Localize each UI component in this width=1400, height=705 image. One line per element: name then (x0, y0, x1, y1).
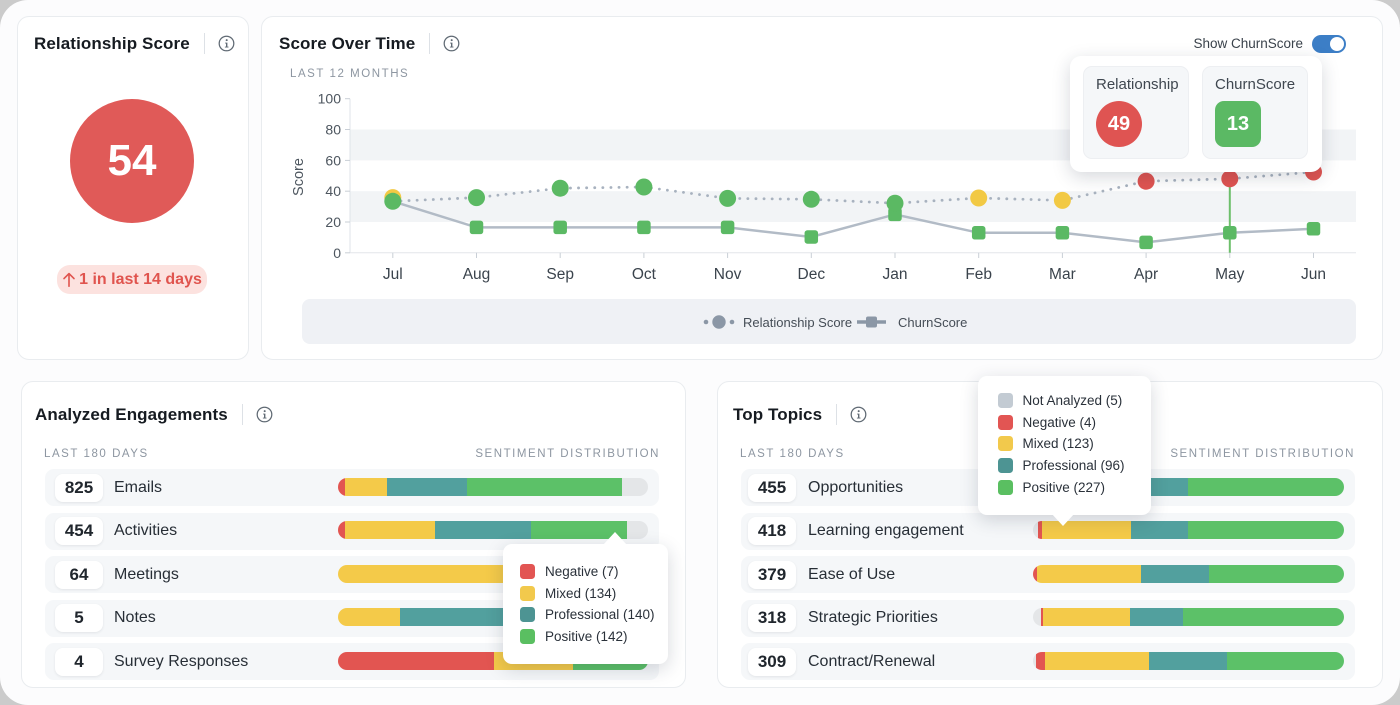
svg-text:Feb: Feb (965, 266, 992, 283)
svg-text:Dec: Dec (798, 266, 826, 283)
svg-text:Aug: Aug (463, 266, 491, 283)
svg-text:Apr: Apr (1134, 266, 1158, 283)
svg-text:0: 0 (333, 245, 341, 261)
svg-text:Jan: Jan (883, 266, 908, 283)
svg-text:Oct: Oct (632, 266, 657, 283)
svg-text:40: 40 (325, 183, 341, 199)
svg-text:Score: Score (291, 158, 307, 196)
svg-text:Mar: Mar (1049, 266, 1076, 283)
svg-text:100: 100 (318, 91, 342, 107)
svg-text:Jun: Jun (1301, 266, 1326, 283)
svg-text:20: 20 (325, 214, 341, 230)
svg-text:Sep: Sep (546, 266, 574, 283)
svg-text:80: 80 (325, 122, 341, 138)
svg-text:Jul: Jul (383, 266, 403, 283)
svg-text:Nov: Nov (714, 266, 742, 283)
svg-text:60: 60 (325, 152, 341, 168)
svg-text:May: May (1215, 266, 1245, 283)
